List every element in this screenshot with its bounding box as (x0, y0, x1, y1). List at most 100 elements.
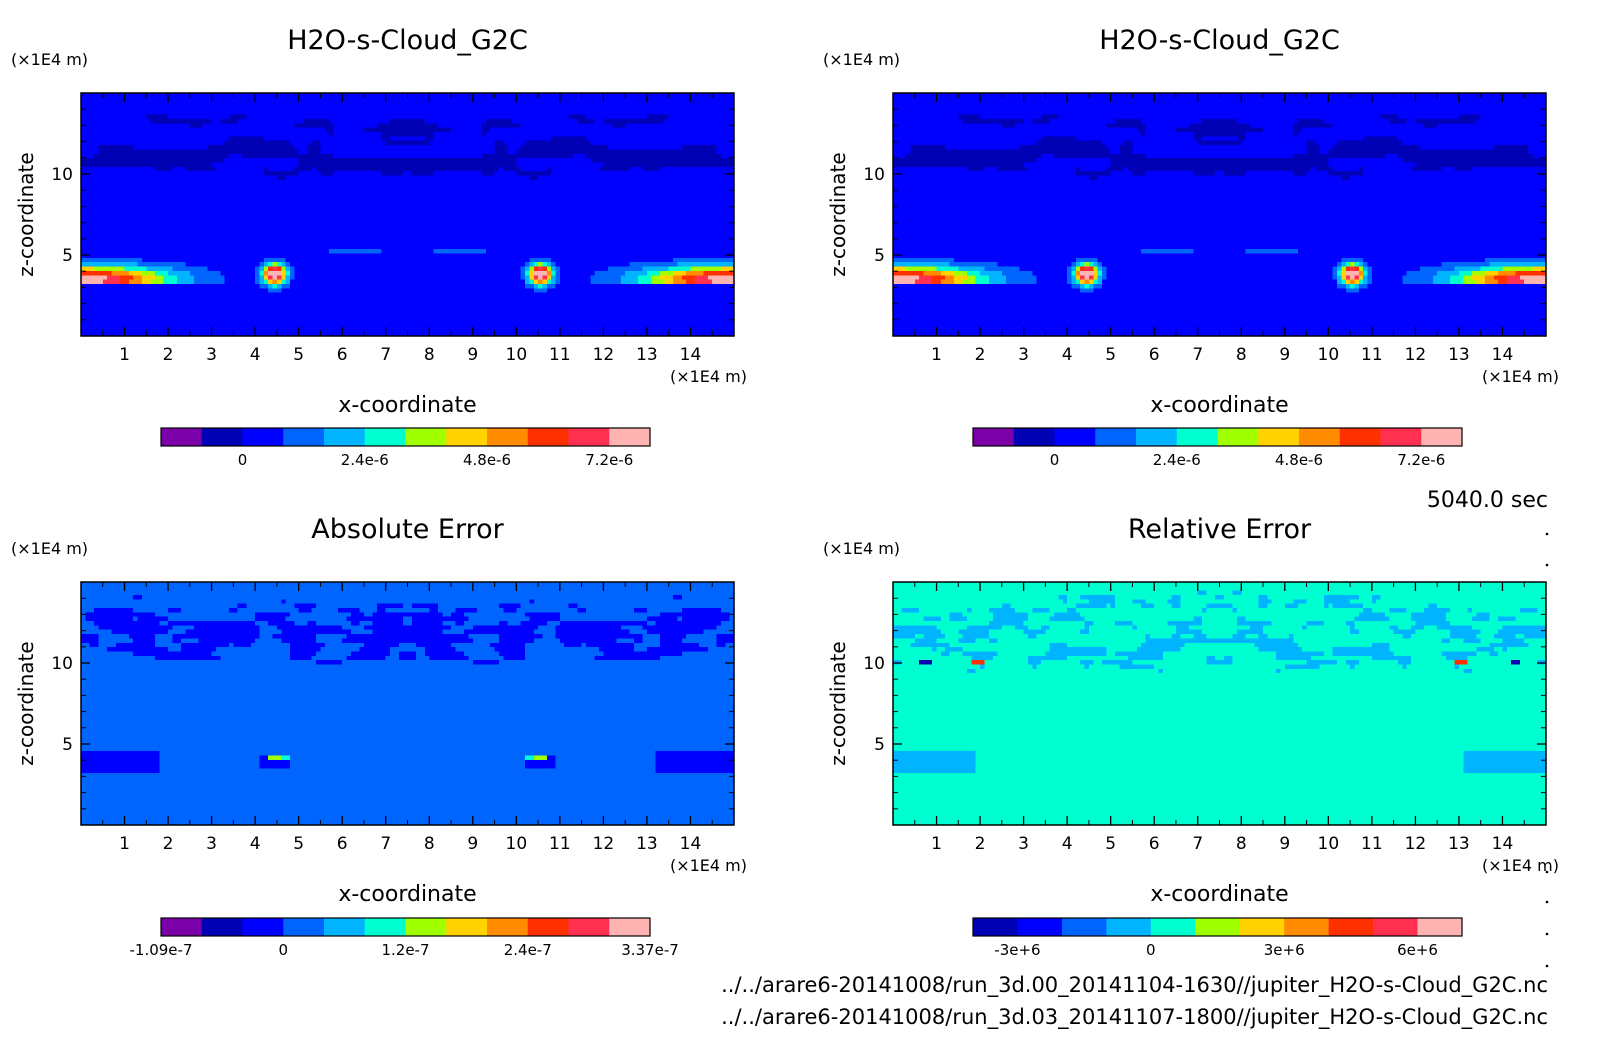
heatmap-cell (385, 158, 391, 163)
heatmap-cell (133, 136, 138, 142)
heatmap-cell (120, 149, 125, 155)
heatmap-cell (133, 140, 138, 146)
heatmap-cell (416, 197, 421, 202)
heatmap-cell (638, 197, 643, 202)
heatmap-cell (276, 175, 282, 181)
heatmap-cell (363, 140, 369, 146)
heatmap-cell (276, 201, 282, 207)
heatmap-cell (242, 123, 247, 129)
heatmap-cell (124, 223, 130, 228)
heatmap-cell (202, 166, 208, 172)
heatmap-cell (546, 197, 552, 202)
heatmap-cell (659, 158, 665, 163)
heatmap-cell (381, 110, 387, 116)
heatmap-cell (568, 210, 574, 215)
heatmap-cell (377, 127, 382, 133)
heatmap-cell (564, 93, 569, 98)
heatmap-cell (551, 136, 556, 142)
heatmap-cell (633, 127, 639, 133)
heatmap-cell (324, 218, 330, 224)
heatmap-cell (503, 171, 509, 176)
heatmap-cell (720, 205, 726, 211)
heatmap-cell (420, 218, 426, 224)
heatmap-cell (285, 127, 291, 133)
heatmap-cell (342, 223, 347, 228)
heatmap-cell (276, 110, 282, 116)
heatmap-cell (89, 114, 95, 120)
heatmap-cell (568, 136, 574, 142)
heatmap-cell (446, 153, 452, 159)
heatmap-cell (220, 223, 226, 228)
heatmap-cell (394, 127, 400, 133)
heatmap-cell (355, 171, 361, 176)
heatmap-cell (725, 136, 731, 142)
heatmap-cell (85, 127, 91, 133)
heatmap-cell (263, 223, 269, 228)
heatmap-cell (355, 214, 361, 220)
heatmap-cell (311, 175, 317, 181)
heatmap-cell (437, 145, 443, 150)
heatmap-cell (699, 184, 704, 189)
heatmap-cell (381, 214, 387, 220)
heatmap-cell (342, 214, 347, 220)
heatmap-cell (316, 140, 321, 146)
heatmap-cell (638, 201, 643, 207)
heatmap-cell (403, 175, 408, 181)
heatmap-cell (363, 223, 369, 228)
heatmap-cell (646, 162, 652, 168)
heatmap-cell (673, 162, 678, 168)
heatmap-cell (128, 171, 134, 176)
heatmap-cell (725, 184, 731, 189)
heatmap-cell (350, 127, 356, 133)
heatmap-cell (337, 136, 343, 142)
heatmap-cell (298, 110, 304, 116)
heatmap-cell (172, 97, 178, 103)
heatmap-cell (612, 119, 617, 124)
heatmap-cell (690, 218, 696, 224)
heatmap-cell (690, 231, 696, 237)
heatmap-cell (681, 184, 687, 189)
heatmap-cell (503, 227, 509, 233)
heatmap-cell (437, 227, 443, 233)
heatmap-cell (368, 140, 374, 146)
heatmap-cell (163, 119, 169, 124)
heatmap-cell (538, 188, 543, 194)
heatmap-cell (542, 106, 548, 111)
heatmap-cell (268, 101, 273, 107)
heatmap-cell (385, 188, 391, 194)
heatmap-cell (416, 188, 421, 194)
heatmap-cell (407, 123, 413, 129)
heatmap-cell (311, 166, 317, 172)
heatmap-cell (281, 171, 286, 176)
heatmap-cell (686, 218, 691, 224)
heatmap-cell (651, 114, 657, 120)
heatmap-cell (242, 114, 247, 120)
heatmap-cell (85, 101, 91, 107)
heatmap-cell (712, 153, 717, 159)
heatmap-cell (690, 119, 696, 124)
heatmap-cell (529, 179, 535, 185)
heatmap-cell (163, 231, 169, 237)
heatmap-cell (564, 140, 569, 146)
heatmap-cell (403, 218, 408, 224)
heatmap-cell (98, 188, 104, 194)
heatmap-cell (725, 145, 731, 150)
heatmap-cell (272, 223, 278, 228)
heatmap-cell (133, 158, 138, 163)
heatmap-cell (511, 149, 517, 155)
heatmap-cell (224, 179, 230, 185)
heatmap-cell (712, 214, 717, 220)
heatmap-cell (377, 97, 382, 103)
heatmap-cell (115, 127, 121, 133)
heatmap-cell (720, 149, 726, 155)
heatmap-cell (128, 166, 134, 172)
heatmap-cell (316, 205, 321, 211)
heatmap-cell (289, 214, 295, 220)
heatmap-cell (377, 227, 382, 233)
heatmap-cell (690, 145, 696, 150)
heatmap-cell (446, 210, 452, 215)
heatmap-cell (363, 214, 369, 220)
heatmap-cell (655, 123, 661, 129)
heatmap-cell (311, 114, 317, 120)
heatmap-cell (677, 132, 683, 137)
